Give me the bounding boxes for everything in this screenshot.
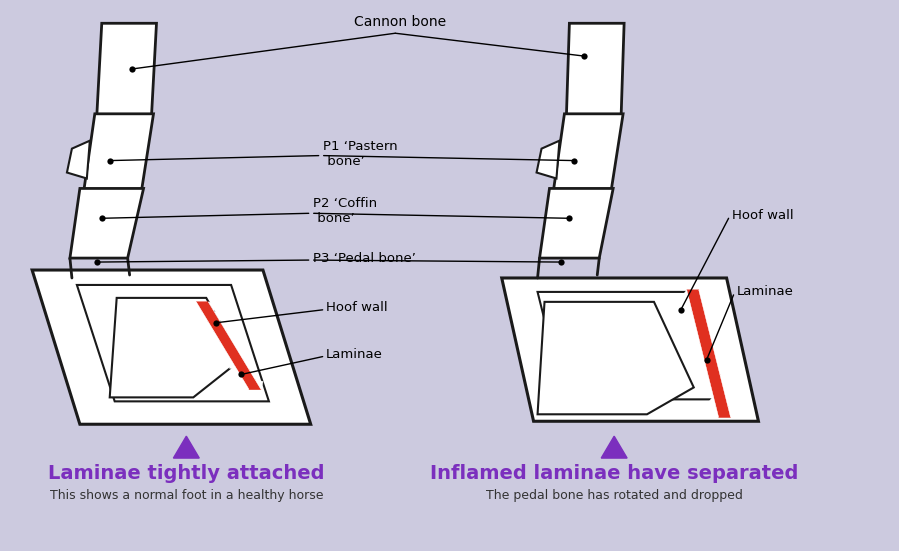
Polygon shape — [699, 290, 707, 300]
Text: P3 ‘Pedal bone’: P3 ‘Pedal bone’ — [313, 252, 415, 264]
Polygon shape — [566, 23, 624, 116]
Polygon shape — [705, 386, 713, 396]
Polygon shape — [244, 360, 252, 370]
Polygon shape — [703, 375, 711, 386]
Polygon shape — [720, 375, 728, 386]
Polygon shape — [728, 407, 736, 417]
Text: P2 ‘Coffin
 bone’: P2 ‘Coffin bone’ — [313, 197, 377, 225]
Text: Cannon bone: Cannon bone — [354, 15, 446, 29]
Text: P1 ‘Pastern
 bone’: P1 ‘Pastern bone’ — [323, 139, 397, 168]
Polygon shape — [707, 322, 715, 332]
Polygon shape — [538, 302, 694, 414]
Polygon shape — [681, 290, 690, 300]
Polygon shape — [211, 331, 219, 341]
Polygon shape — [249, 370, 257, 380]
Polygon shape — [709, 332, 717, 343]
Polygon shape — [701, 300, 709, 311]
Text: Hoof wall: Hoof wall — [732, 209, 793, 222]
Polygon shape — [687, 290, 731, 417]
Polygon shape — [200, 312, 208, 321]
Polygon shape — [110, 298, 241, 397]
Polygon shape — [236, 370, 243, 380]
Polygon shape — [708, 396, 716, 407]
Polygon shape — [684, 300, 692, 311]
Polygon shape — [67, 141, 90, 179]
Polygon shape — [174, 436, 200, 458]
Polygon shape — [712, 343, 720, 354]
Polygon shape — [70, 188, 144, 258]
Polygon shape — [218, 341, 226, 350]
Polygon shape — [241, 380, 249, 390]
Text: Laminae tightly attached: Laminae tightly attached — [48, 464, 325, 483]
Polygon shape — [196, 302, 261, 390]
Polygon shape — [539, 188, 613, 258]
Polygon shape — [717, 364, 725, 375]
Text: Inflamed laminae have separated: Inflamed laminae have separated — [430, 464, 798, 483]
Polygon shape — [554, 114, 623, 191]
Polygon shape — [206, 321, 214, 331]
Polygon shape — [77, 285, 269, 401]
Polygon shape — [194, 302, 202, 312]
Polygon shape — [537, 141, 559, 179]
Polygon shape — [502, 278, 759, 422]
Polygon shape — [214, 312, 222, 321]
Polygon shape — [692, 332, 700, 343]
Text: This shows a normal foot in a healthy horse: This shows a normal foot in a healthy ho… — [49, 489, 323, 502]
Polygon shape — [220, 321, 228, 331]
Polygon shape — [97, 23, 156, 116]
Polygon shape — [223, 350, 231, 360]
Text: Hoof wall: Hoof wall — [325, 301, 387, 314]
Polygon shape — [723, 386, 731, 396]
Polygon shape — [237, 350, 245, 360]
Polygon shape — [84, 114, 154, 191]
Polygon shape — [255, 380, 263, 390]
Text: Laminae: Laminae — [325, 348, 382, 361]
Polygon shape — [695, 343, 703, 354]
Polygon shape — [32, 270, 311, 424]
Polygon shape — [229, 360, 237, 370]
Polygon shape — [538, 292, 724, 399]
Polygon shape — [700, 364, 708, 375]
Text: The pedal bone has rotated and dropped: The pedal bone has rotated and dropped — [485, 489, 743, 502]
Polygon shape — [698, 354, 706, 364]
Polygon shape — [725, 396, 734, 407]
Polygon shape — [209, 302, 217, 312]
Polygon shape — [710, 407, 718, 417]
Polygon shape — [232, 341, 240, 350]
Polygon shape — [687, 311, 695, 322]
Polygon shape — [704, 311, 712, 322]
Polygon shape — [226, 331, 234, 341]
Text: Laminae: Laminae — [736, 285, 794, 299]
Polygon shape — [690, 322, 698, 332]
Polygon shape — [715, 354, 723, 364]
Polygon shape — [601, 436, 628, 458]
